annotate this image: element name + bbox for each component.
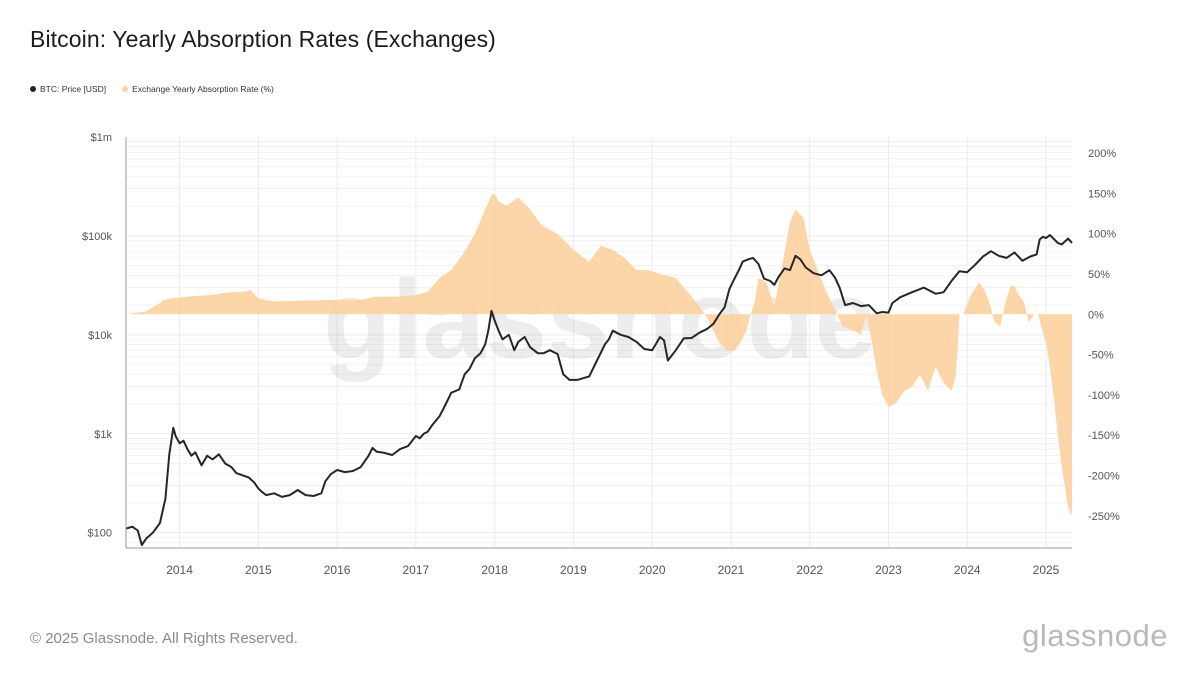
legend-item-absorption[interactable]: Exchange Yearly Absorption Rate (%): [122, 84, 274, 94]
price-line-layer: [125, 234, 1073, 546]
legend-label-price: BTC: Price [USD]: [40, 84, 107, 94]
y-right-tick-label: 100%: [1088, 229, 1116, 241]
chart-title: Bitcoin: Yearly Absorption Rates (Exchan…: [30, 26, 496, 52]
y-right-tick-label: -50%: [1088, 350, 1114, 362]
series-price-line: [125, 234, 1073, 546]
x-tick-label: 2025: [1033, 563, 1060, 577]
x-tick-label: 2022: [796, 563, 823, 577]
y-right-tick-label: 200%: [1088, 148, 1116, 160]
x-tick-label: 2020: [639, 563, 666, 577]
y-right-tick-label: -250%: [1088, 511, 1120, 523]
x-tick-label: 2019: [560, 563, 587, 577]
x-tick-label: 2023: [875, 563, 902, 577]
y-left-tick-label: $1k: [94, 429, 112, 441]
y-right-tick-label: -150%: [1088, 430, 1120, 442]
legend-item-price[interactable]: BTC: Price [USD]: [30, 84, 106, 94]
y-right-tick-label: -200%: [1088, 470, 1120, 482]
x-tick-label: 2018: [481, 563, 508, 577]
x-tick-label: 2017: [403, 563, 430, 577]
axis-layer: $100 $1k $10k $100k $1m 200% 150% 100% 50% 0% -50%…: [82, 132, 1120, 577]
y-left-tick-label: $10k: [88, 330, 112, 342]
legend: BTC: Price [USD] Exchange Yearly Absorpt…: [30, 84, 274, 94]
chart-canvas: glassnode $100$1k$10k$100k$1m200%150%100…: [82, 132, 1120, 577]
legend-label-absorption: Exchange Yearly Absorption Rate (%): [132, 84, 274, 94]
copyright-footer: © 2025 Glassnode. All Rights Reserved.: [30, 630, 298, 647]
glassnode-logo[interactable]: glassnode: [1022, 618, 1168, 653]
y-right-tick-label: 150%: [1088, 188, 1116, 200]
y-left-tick-label: $100k: [82, 231, 112, 243]
x-tick-label: 2016: [324, 563, 351, 577]
x-tick-label: 2021: [718, 563, 745, 577]
legend-dot-absorption: [122, 86, 129, 92]
absorption-area-layer: [126, 193, 1072, 516]
y-left-tick-label: $1m: [91, 132, 112, 144]
y-right-tick-label: 50%: [1088, 269, 1110, 281]
x-tick-label: 2014: [166, 563, 193, 577]
x-tick-label: 2024: [954, 563, 981, 577]
y-right-tick-label: 0%: [1088, 309, 1104, 321]
x-tick-label: 2015: [245, 563, 272, 577]
y-left-tick-label: $100: [88, 528, 112, 540]
series-absorption-area: [126, 193, 1072, 516]
legend-dot-price: [30, 86, 36, 92]
y-right-tick-label: -100%: [1088, 390, 1120, 402]
